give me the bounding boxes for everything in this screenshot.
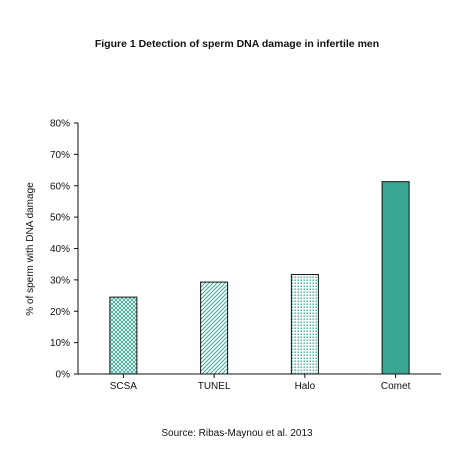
y-tick-label: 80% (50, 119, 70, 130)
bar-halo (290, 274, 319, 375)
y-tick-label: 30% (50, 275, 70, 286)
x-tick-label-scsa: SCSA (110, 381, 138, 392)
y-tick-label: 20% (50, 307, 70, 318)
y-tick-label: 50% (50, 213, 70, 224)
y-axis-title: % of sperm with DNA damage (25, 182, 36, 316)
y-tick-label: 60% (50, 181, 70, 192)
x-tick-label-comet: Comet (381, 381, 411, 392)
chart-title: Figure 1 Detection of sperm DNA damage i… (94, 38, 380, 50)
x-tick-label-halo: Halo (295, 381, 316, 392)
bar-comet (381, 181, 410, 375)
y-tick-label: 10% (50, 338, 70, 349)
source-note: Source: Ribas-Maynou et al. 2013 (161, 428, 313, 439)
bar-tunel (200, 281, 229, 375)
x-tick-label-tunel: TUNEL (198, 381, 231, 392)
y-tick-label: 70% (50, 150, 70, 161)
y-tick-label: 40% (50, 244, 70, 255)
y-tick-label: 0% (56, 370, 71, 381)
bar-scsa (109, 296, 138, 375)
